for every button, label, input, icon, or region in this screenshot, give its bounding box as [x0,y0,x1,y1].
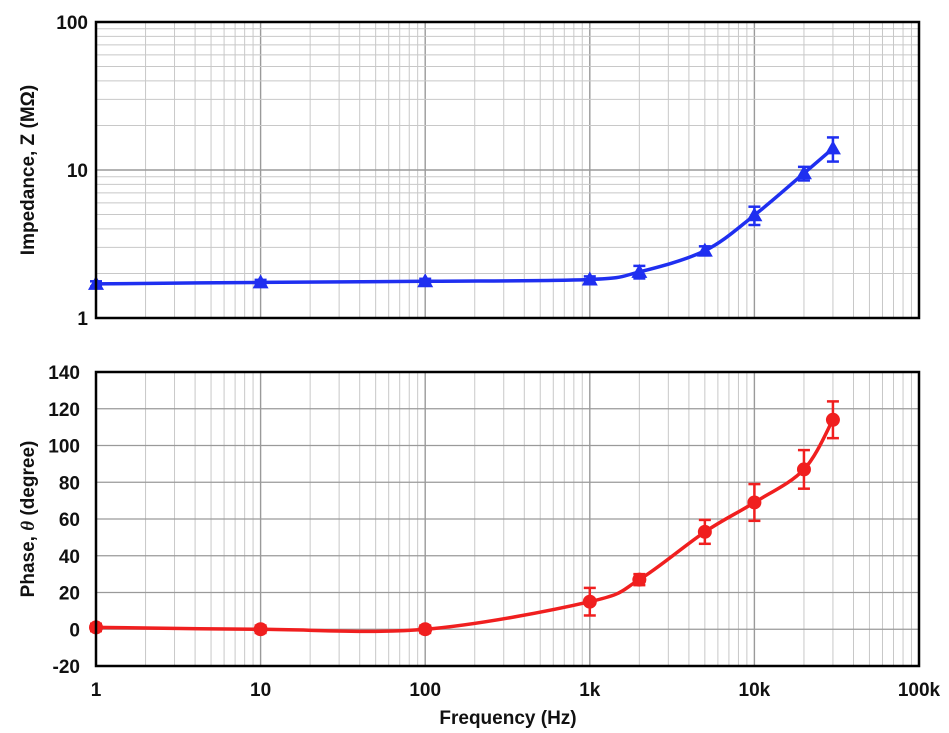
impedance-triangle-marker [696,242,713,257]
phase-panel: -20 0 20 40 60 80 100 120 140 1 10 100 1k 10k 100k Ph… [18,363,941,729]
impedance-triangle-marker [252,274,269,289]
phase-y-tick-label: 80 [59,473,80,494]
phase-y-tick-label: 140 [48,363,80,384]
frequency-x-axis-label: Frequency (Hz) [439,708,576,729]
phase-y-tick-label: 60 [59,510,80,531]
frequency-x-tick-label: 100k [898,680,941,701]
phase-circle-marker [796,462,811,477]
phase-circle-marker [825,412,840,427]
impedance-triangle-marker [581,271,598,286]
phase-circle-marker [697,524,712,539]
impedance-triangle-marker [746,207,763,222]
phase-y-tick-label: 20 [59,584,80,605]
phase-circle-marker [747,495,762,510]
impedance-y-axis-label: Impedance, Z (MΩ) [18,85,39,255]
impedance-y-tick-label: 1 [77,309,88,330]
phase-y-tick-label: 0 [69,620,80,641]
phase-y-axis-label-unit: (degree) [18,441,39,521]
phase-y-tick-label: 40 [59,547,80,568]
frequency-x-tick-label: 10 [250,680,271,701]
impedance-y-tick-label: 10 [67,161,88,182]
impedance-panel: 1 10 100 Impedance, Z (MΩ) [18,13,921,330]
frequency-x-tick-label: 1 [91,680,102,701]
phase-y-axis-label: Phase, θ (degree) [18,441,39,598]
phase-y-tick-labels: -20 0 20 40 60 80 100 120 140 [48,363,80,678]
impedance-grid [96,22,919,318]
phase-y-axis-label-symbol: θ [18,521,39,531]
impedance-triangle-marker [631,263,648,278]
phase-plot-frame [94,370,921,668]
phase-circle-marker [418,622,433,637]
impedance-triangle-marker [795,165,812,180]
phase-circle-marker [253,622,268,637]
impedance-triangle-marker [824,140,841,155]
phase-y-axis-label-text: Phase, [18,531,39,598]
frequency-x-tick-label: 10k [739,680,771,701]
phase-circle-marker [582,594,597,609]
phase-y-tick-label: 100 [48,437,80,458]
impedance-y-tick-label: 100 [56,13,88,34]
phase-y-tick-label: 120 [48,400,80,421]
impedance-y-tick-labels: 1 10 100 [56,13,88,330]
frequency-x-tick-labels: 1 10 100 1k 10k 100k [91,680,941,701]
phase-y-tick-label: -20 [53,657,80,678]
impedance-triangle-marker [417,273,434,288]
frequency-x-tick-label: 1k [579,680,601,701]
impedance-plot-frame [94,20,921,320]
phase-circle-marker [632,572,647,587]
phase-series [89,400,840,637]
frequency-x-tick-label: 100 [409,680,441,701]
